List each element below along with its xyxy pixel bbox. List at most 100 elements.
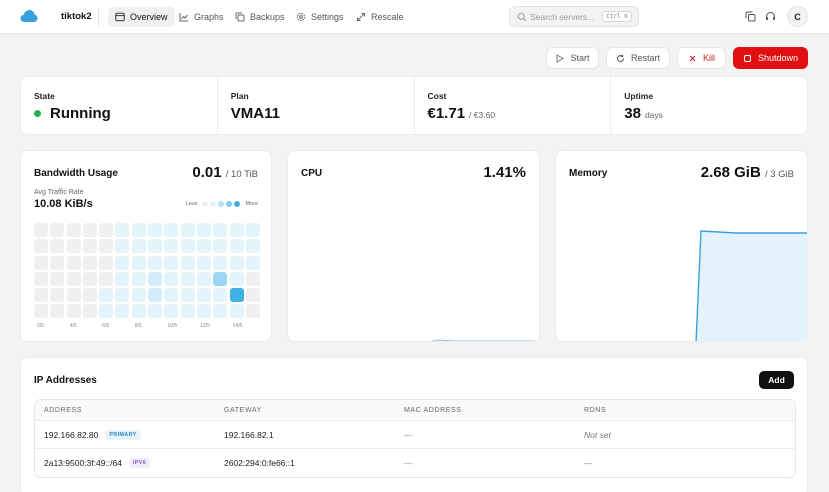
heatmap-cell — [82, 304, 97, 319]
heatmap-cell — [82, 288, 97, 303]
legend-swatch — [226, 201, 233, 207]
stat-cost-sub: / €3.60 — [469, 110, 496, 120]
avatar[interactable]: C — [787, 6, 808, 27]
heatmap-cell — [164, 255, 179, 270]
close-icon — [689, 55, 696, 61]
heatmap-cell — [99, 288, 114, 303]
stat-uptime-sub: days — [644, 110, 663, 120]
heatmap-cell — [34, 223, 48, 237]
heatmap-cell — [245, 255, 260, 270]
stats-card: State Running Plan VMA11 Cost €1.71/ €3.… — [20, 76, 808, 135]
heatmap-cell — [213, 271, 228, 286]
heatmap-cell — [50, 288, 65, 303]
table-header: ADDRESS GATEWAY MAC ADDRESS RDNS — [35, 400, 795, 421]
col-gateway: GATEWAY — [224, 406, 262, 414]
stat-state-value-wrap: Running — [34, 105, 111, 122]
bandwidth-card: Bandwidth Usage 0.01 / 10 TiB Avg Traffi… — [20, 150, 272, 342]
stat-plan-label: Plan — [230, 91, 249, 101]
bandwidth-title: Bandwidth Usage — [34, 168, 118, 179]
heatmap-cell — [131, 239, 146, 254]
heatmap-cell — [180, 288, 195, 303]
gateway-value: 2602:294:0:fe66::1 — [224, 458, 295, 468]
stat-uptime-value: 38 — [624, 105, 641, 122]
stat-cost: Cost €1.71/ €3.60 — [415, 77, 612, 134]
col-rdns: RDNS — [584, 406, 607, 414]
heatmap-cell — [99, 223, 114, 237]
heatmap-cell — [196, 223, 211, 237]
tab-overview-label: Overview — [130, 12, 168, 22]
avg-traffic-label: Avg Traffic Rate — [34, 189, 84, 196]
rdns-value[interactable]: Not set — [584, 429, 611, 440]
rdns-value[interactable]: — — [584, 458, 593, 468]
address-value: 192.166.82.80 — [44, 429, 99, 440]
restart-button-label: Restart — [630, 53, 660, 63]
top-bar: tiktok2 Overview Graphs Backups Settings… — [0, 0, 829, 34]
legend-swatch — [210, 201, 217, 207]
play-icon — [556, 53, 565, 63]
ip-addresses-card: IP Addresses Add ADDRESS GATEWAY MAC ADD… — [20, 357, 808, 492]
stat-plan: Plan VMA11 — [218, 77, 415, 134]
tab-settings-label: Settings — [311, 12, 344, 22]
heatmap-cell — [196, 304, 211, 319]
tab-overview[interactable]: Overview — [108, 7, 175, 27]
heatmap-cell — [196, 255, 211, 270]
tab-graphs[interactable]: Graphs — [172, 7, 231, 27]
heatmap-cell — [148, 239, 163, 254]
heatmap-cell — [164, 304, 179, 319]
heatmap-cell — [148, 288, 163, 303]
memory-limit: / 3 GiB — [764, 169, 794, 180]
tab-backups[interactable]: Backups — [228, 7, 292, 27]
address-cell: 192.166.82.80 PRIMARY — [44, 421, 141, 448]
heatmap-cell — [131, 304, 146, 319]
stat-uptime-value-wrap: 38 days — [624, 105, 663, 122]
heatmap-cell — [245, 271, 260, 286]
heatmap-cell — [180, 223, 195, 237]
cpu-sparkline — [431, 339, 539, 341]
shutdown-button[interactable]: Shutdown — [733, 47, 808, 69]
heatmap-cell — [180, 239, 195, 254]
col-mac: MAC ADDRESS — [404, 406, 462, 414]
table-row[interactable]: 2a13:9500:3f:49::/64 IPV6 2602:294:0:fe66… — [35, 449, 795, 477]
heatmap-cell — [115, 288, 130, 303]
copy-icon — [235, 12, 245, 22]
restart-button[interactable]: Restart — [606, 47, 670, 69]
heatmap-cell — [99, 255, 114, 270]
heatmap-cell — [115, 239, 130, 254]
tab-backups-label: Backups — [250, 12, 285, 22]
header-divider — [98, 8, 99, 26]
heatmap-cell — [99, 271, 114, 286]
heatmap-cell — [180, 255, 195, 270]
tab-graphs-label: Graphs — [194, 12, 224, 22]
heatmap-x-tick: 14/5 — [232, 323, 243, 329]
start-button[interactable]: Start — [546, 47, 599, 69]
heatmap-cell — [131, 288, 146, 303]
headset-icon[interactable] — [765, 11, 776, 22]
status-dot — [34, 110, 41, 117]
heatmap-cell — [229, 223, 244, 237]
table-row[interactable]: 192.166.82.80 PRIMARY 192.166.82.1 — Not … — [35, 421, 795, 449]
heatmap-cell — [131, 271, 146, 286]
gear-icon — [296, 12, 306, 22]
heatmap-x-tick: 2/5 — [37, 323, 44, 329]
memory-title: Memory — [569, 168, 608, 179]
kill-button[interactable]: Kill — [677, 47, 726, 69]
heatmap-cell — [229, 288, 244, 303]
restart-icon — [616, 54, 624, 62]
search-input[interactable]: Search servers... Ctrl K — [509, 6, 639, 27]
tab-settings[interactable]: Settings — [289, 7, 351, 27]
address-value: 2a13:9500:3f:49::/64 — [44, 458, 122, 468]
heatmap-cell — [82, 271, 97, 286]
tab-rescale[interactable]: Rescale — [349, 7, 411, 27]
memory-chart — [695, 230, 807, 341]
memory-value-wrap: 2.68 GiB / 3 GiB — [701, 164, 794, 181]
cloud-logo-icon[interactable] — [20, 9, 38, 23]
heatmap-cell — [180, 304, 195, 319]
heatmap-cell — [164, 223, 179, 237]
heatmap-legend: Less More — [186, 201, 258, 207]
copy-icon[interactable] — [745, 11, 756, 22]
server-name[interactable]: tiktok2 — [61, 11, 92, 22]
add-ip-button[interactable]: Add — [759, 371, 794, 389]
legend-swatch — [202, 201, 209, 207]
stat-cost-value: €1.71 — [427, 105, 466, 122]
col-address: ADDRESS — [44, 406, 83, 414]
